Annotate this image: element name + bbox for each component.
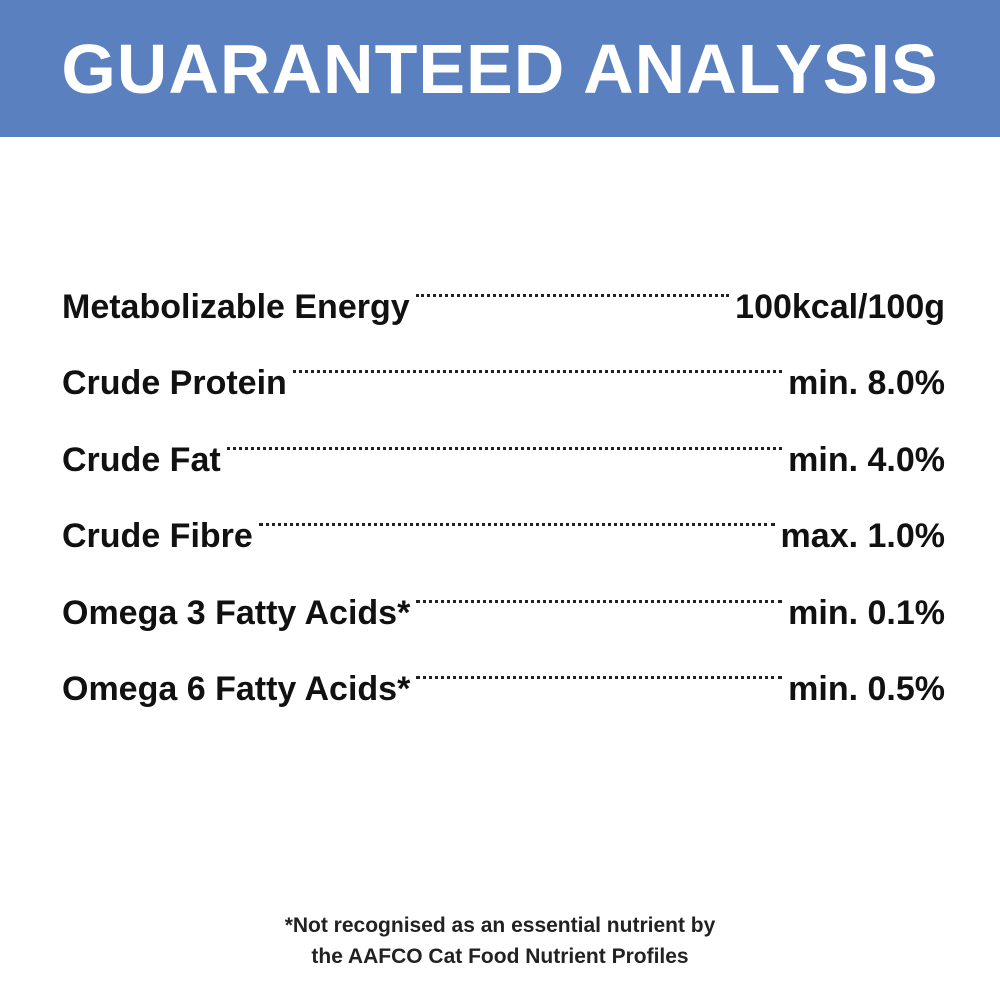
analysis-row: Omega 6 Fatty Acids* min. 0.5% <box>62 633 945 710</box>
analysis-row: Crude Fibre max. 1.0% <box>62 480 945 557</box>
footnote-line: the AAFCO Cat Food Nutrient Profiles <box>311 945 689 968</box>
header: GUARANTEED ANALYSIS <box>0 0 1000 137</box>
nutrient-label: Metabolizable Energy <box>62 287 410 326</box>
nutrient-label: Crude Fibre <box>62 517 253 555</box>
footnote: *Not recognised as an essential nutrient… <box>0 910 1000 972</box>
nutrient-label: Crude Fat <box>62 440 221 479</box>
nutrient-value: min. 0.1% <box>788 593 945 632</box>
nutrient-value: 100kcal/100g <box>735 287 945 326</box>
analysis-table: Metabolizable Energy 100kcal/100g Crude Pr… <box>62 250 945 709</box>
dot-leader <box>292 370 783 373</box>
nutrient-value: max. 1.0% <box>780 517 945 555</box>
nutrient-label: Crude Protein <box>62 364 287 402</box>
nutrient-label: Omega 6 Fatty Acids* <box>62 670 411 708</box>
nutrient-value: min. 0.5% <box>788 670 945 708</box>
dot-leader <box>416 599 783 603</box>
footnote-line: *Not recognised as an essential nutrient… <box>284 914 716 937</box>
nutrient-value: min. 8.0% <box>788 364 945 402</box>
nutrient-value: min. 4.0% <box>788 440 945 479</box>
analysis-row: Metabolizable Energy 100kcal/100g <box>62 250 945 327</box>
analysis-row: Crude Fat min. 4.0% <box>62 403 945 480</box>
nutrient-label: Omega 3 Fatty Acids* <box>62 593 411 632</box>
dot-leader <box>258 523 775 526</box>
analysis-row: Omega 3 Fatty Acids* min. 0.1% <box>62 556 945 633</box>
dot-leader <box>416 676 783 679</box>
title: GUARANTEED ANALYSIS <box>61 29 939 108</box>
dot-leader <box>415 293 730 297</box>
analysis-row: Crude Protein min. 8.0% <box>62 327 945 404</box>
dot-leader <box>226 446 783 450</box>
